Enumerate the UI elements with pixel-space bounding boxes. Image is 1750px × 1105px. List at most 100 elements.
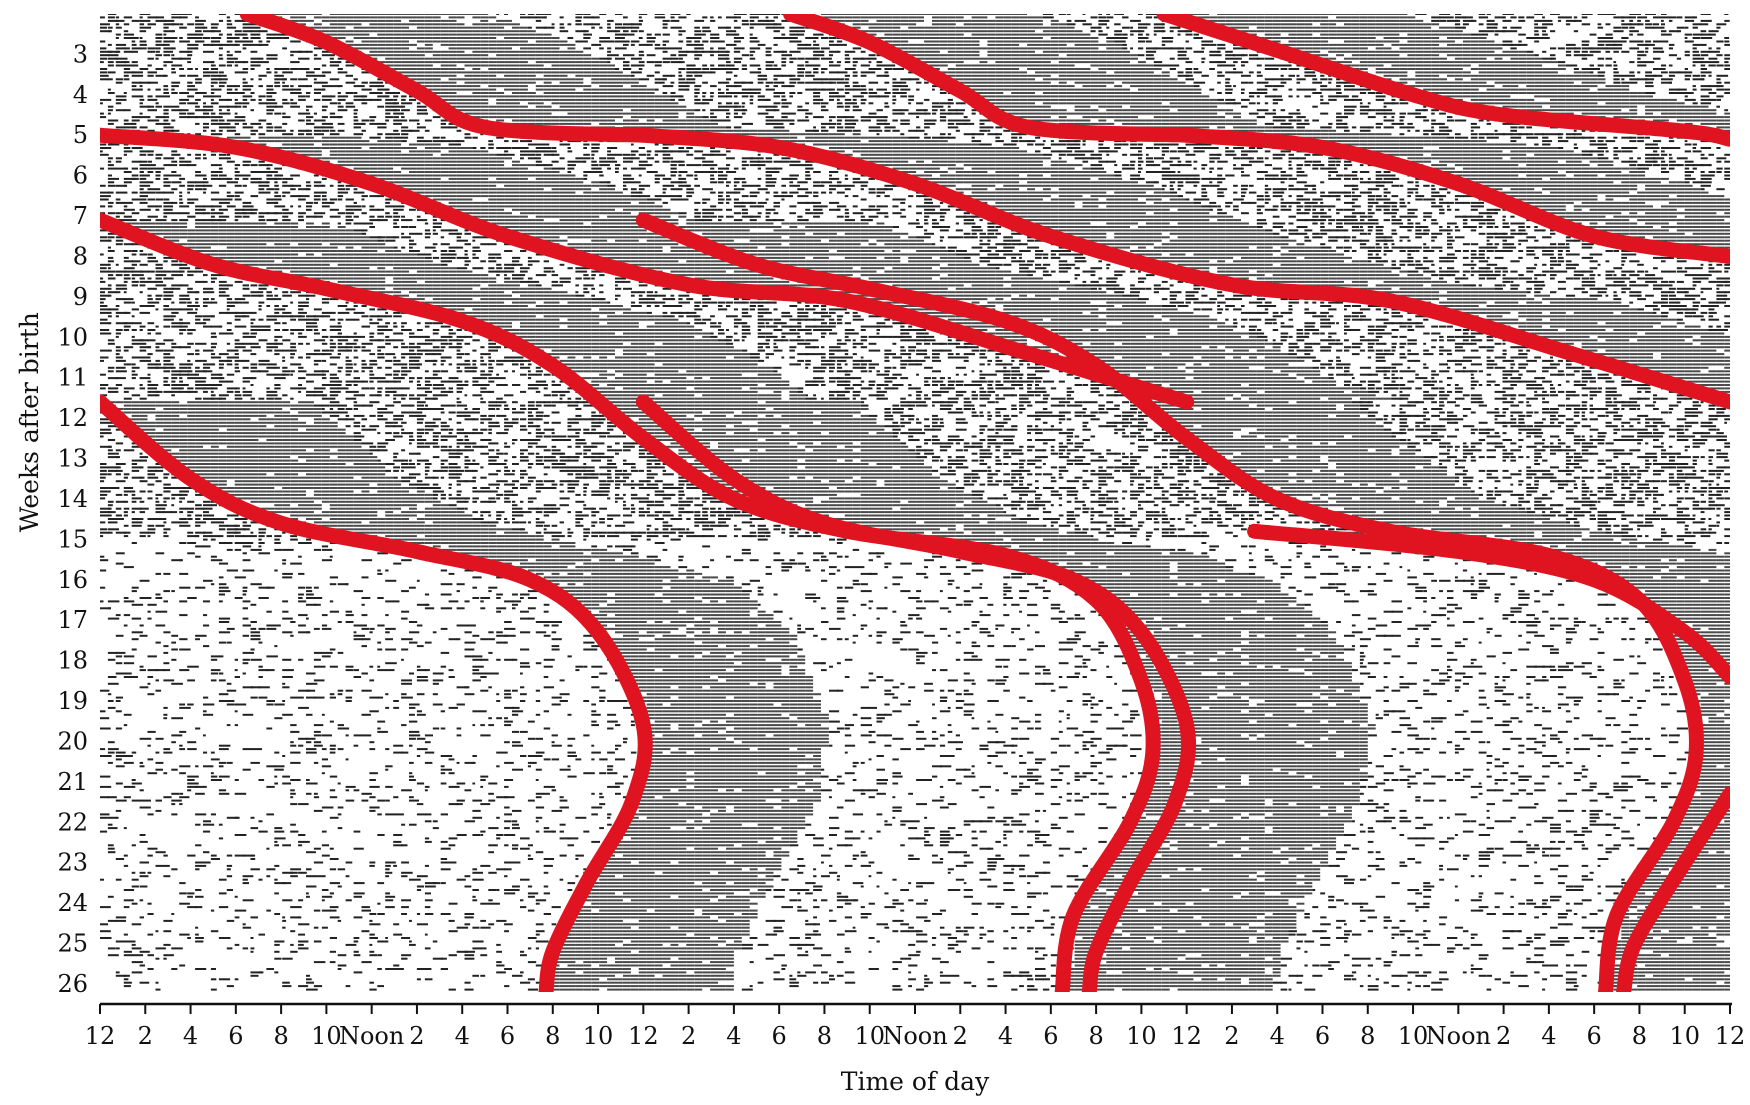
sleep-segment (979, 61, 988, 64)
sleep-segment (678, 33, 683, 36)
sleep-segment (1447, 116, 1453, 119)
sleep-segment (638, 14, 648, 15)
sleep-segment (1526, 61, 1535, 64)
sleep-segment (1708, 92, 1717, 94)
sleep-segment (1193, 95, 1202, 98)
sleep-segment (1629, 74, 1635, 77)
sleep-segment (1042, 71, 1051, 74)
sleep-segment (1153, 26, 1165, 29)
sleep-segment (1114, 50, 1123, 53)
sleep-segment (567, 61, 576, 64)
sleep-segment (932, 33, 940, 36)
sleep-segment (1605, 47, 1615, 50)
sleep-segment (559, 68, 568, 70)
sleep-segment (1629, 33, 1633, 36)
sleep-segment (520, 40, 528, 43)
sleep-segment (551, 57, 560, 60)
sleep-segment (234, 71, 245, 74)
sleep-segment (100, 47, 107, 50)
sleep-segment (718, 68, 729, 70)
sleep-segment (1145, 33, 1150, 36)
sleep-segment (234, 122, 239, 125)
sleep-segment (1645, 40, 1652, 43)
sleep-segment (1217, 54, 1222, 57)
sleep-segment (1320, 37, 1329, 39)
sleep-segment (1415, 71, 1424, 74)
sleep-segment (979, 74, 988, 77)
sleep-segment (1581, 88, 1590, 91)
sleep-segment (1312, 119, 1319, 122)
sleep-segment (1177, 81, 1186, 84)
sleep-segment (274, 81, 280, 84)
sleep-segment (1454, 88, 1463, 91)
sleep-segment (163, 64, 167, 67)
sleep-segment (535, 109, 544, 112)
sleep-segment (1692, 37, 1701, 39)
sleep-segment (1447, 81, 1455, 84)
sleep-segment (1320, 102, 1330, 105)
sleep-segment (1130, 122, 1138, 125)
sleep-segment (321, 109, 327, 112)
sleep-segment (963, 85, 972, 88)
sleep-segment (274, 37, 283, 39)
sleep-segment (306, 74, 315, 77)
sleep-segment (900, 88, 911, 91)
sleep-segment (1035, 95, 1043, 98)
sleep-segment (1645, 74, 1657, 77)
sleep-segment (424, 33, 433, 36)
sleep-segment (615, 74, 623, 77)
sleep-segment (979, 30, 988, 33)
sleep-segment (1098, 105, 1107, 108)
sleep-segment (1185, 102, 1194, 105)
sleep-segment (1288, 116, 1293, 119)
sleep-segment (836, 40, 843, 43)
sleep-segment (1090, 61, 1099, 64)
sleep-segment (979, 68, 988, 70)
sleep-segment (1454, 43, 1463, 46)
sleep-segment (607, 116, 615, 119)
sleep-segment (210, 71, 219, 74)
sleep-segment (535, 119, 544, 122)
sleep-segment (797, 30, 805, 33)
sleep-segment (1486, 68, 1495, 70)
sleep-segment (892, 85, 901, 88)
sleep-segment (1661, 40, 1669, 43)
sleep-segment (718, 126, 726, 129)
sleep-segment (298, 57, 310, 60)
sleep-segment (1344, 33, 1352, 36)
sleep-segment (1296, 95, 1300, 98)
sleep-segment (353, 122, 365, 125)
sleep-segment (710, 37, 720, 39)
sleep-segment (1653, 68, 1662, 70)
sleep-segment (908, 16, 917, 19)
sleep-segment (504, 74, 512, 77)
sleep-segment (963, 119, 971, 122)
sleep-segment (1351, 54, 1360, 57)
sleep-segment (726, 16, 737, 19)
sleep-segment (583, 64, 592, 67)
sleep-segment (836, 43, 847, 46)
sleep-segment (448, 43, 457, 46)
sleep-segment (947, 119, 959, 122)
sleep-segment (836, 88, 844, 91)
sleep-segment (821, 105, 826, 108)
sleep-segment (242, 40, 253, 43)
sleep-segment (195, 16, 199, 19)
sleep-segment (1510, 81, 1519, 84)
sleep-segment (1328, 19, 1337, 22)
sleep-segment (1256, 88, 1268, 91)
sleep-segment (416, 105, 427, 108)
sleep-segment (955, 14, 964, 15)
sleep-segment (900, 81, 907, 84)
sleep-segment (1027, 64, 1035, 67)
sleep-segment (1351, 98, 1362, 101)
sleep-segment (670, 16, 675, 19)
sleep-segment (512, 40, 520, 43)
sleep-segment (1090, 102, 1099, 105)
sleep-segment (892, 92, 904, 94)
sleep-segment (1114, 102, 1123, 105)
sleep-segment (1114, 23, 1121, 26)
sleep-segment (1470, 85, 1479, 88)
sleep-segment (187, 88, 198, 91)
sleep-segment (1684, 109, 1693, 112)
